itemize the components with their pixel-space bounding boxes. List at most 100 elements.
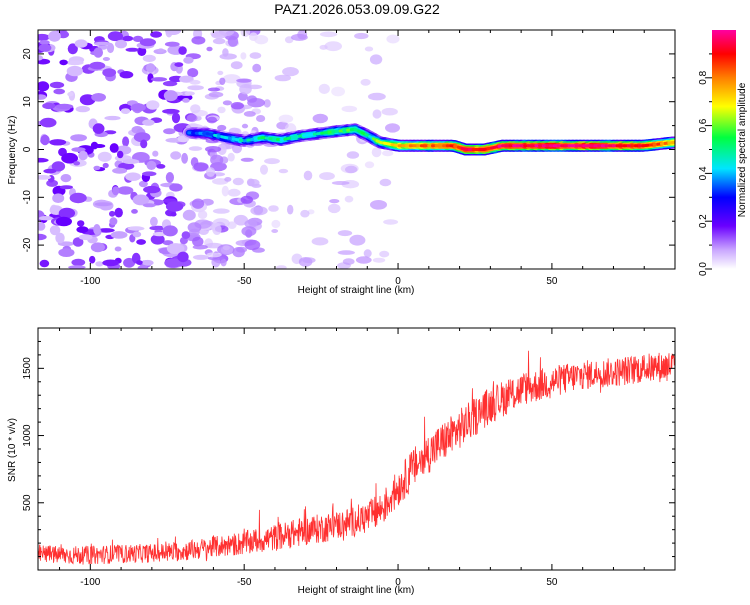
- noise-blob: [76, 226, 88, 233]
- noise-blob: [147, 161, 157, 170]
- noise-blob: [185, 91, 195, 95]
- noise-blob: [220, 53, 237, 59]
- noise-blob: [228, 36, 238, 47]
- figure-title: PAZ1.2026.053.09.09.G22: [274, 1, 440, 17]
- noise-blob: [177, 252, 188, 263]
- noise-blob: [89, 62, 105, 70]
- noise-blob: [174, 62, 183, 67]
- colorbar-tick-label: 0.8: [698, 70, 709, 84]
- noise-blob: [131, 209, 138, 214]
- noise-blob: [136, 239, 146, 245]
- noise-blob: [319, 84, 330, 94]
- noise-blob: [39, 44, 52, 52]
- noise-blob: [182, 231, 191, 239]
- noise-blob: [55, 233, 64, 244]
- noise-blob: [34, 175, 51, 180]
- noise-blob: [256, 115, 265, 122]
- spectrogram-xtick-label: -100: [80, 276, 100, 287]
- noise-blob: [109, 211, 115, 217]
- noise-blob: [60, 185, 73, 189]
- noise-blob: [213, 38, 226, 44]
- snr-xtick-label: -100: [80, 577, 100, 588]
- noise-blob: [385, 123, 400, 132]
- noise-blob: [231, 102, 244, 109]
- noise-blob: [164, 90, 178, 101]
- noise-blob: [338, 250, 355, 255]
- colorbar: 0.00.20.40.60.8 Normalized spectral ampl…: [698, 30, 748, 276]
- noise-blob: [115, 40, 127, 49]
- noise-blob: [122, 159, 139, 164]
- noise-blob: [131, 103, 146, 111]
- noise-blob: [250, 206, 267, 215]
- snr-xlabel: Height of straight line (km): [298, 585, 415, 596]
- noise-blob: [365, 161, 374, 168]
- noise-blob: [279, 115, 294, 123]
- noise-blob: [302, 257, 315, 263]
- noise-blob: [260, 165, 268, 175]
- noise-blob: [181, 153, 188, 164]
- noise-blob: [241, 196, 253, 204]
- noise-blob: [32, 234, 47, 240]
- noise-blob: [117, 151, 123, 159]
- noise-blob: [112, 168, 127, 174]
- noise-blob: [71, 259, 85, 266]
- noise-blob: [345, 196, 354, 203]
- noise-blob: [59, 208, 75, 219]
- noise-blob: [244, 111, 256, 117]
- colorbar-tick-label: 0.6: [698, 118, 709, 132]
- noise-blob: [383, 219, 398, 224]
- noise-blob: [142, 171, 156, 176]
- noise-blob: [166, 201, 183, 211]
- noise-blob: [75, 39, 88, 47]
- spectrogram-ytick-label: -10: [22, 190, 33, 205]
- noise-blob: [136, 260, 143, 265]
- colorbar-ticks: 0.00.20.40.60.8: [698, 54, 712, 276]
- noise-blob: [140, 140, 147, 149]
- colorbar-tick-label: 0.0: [698, 262, 709, 276]
- noise-blob: [40, 260, 50, 267]
- noise-blob: [42, 103, 55, 109]
- noise-blob: [320, 32, 337, 38]
- noise-blob: [189, 146, 202, 151]
- noise-blob: [249, 32, 258, 41]
- noise-blob: [192, 199, 204, 209]
- noise-blob: [36, 222, 45, 231]
- noise-blob: [208, 88, 220, 92]
- noise-blob: [95, 202, 112, 206]
- snr-xtick-label: 50: [546, 577, 558, 588]
- noise-blob: [115, 247, 122, 252]
- spectrogram-xtick-label: 50: [546, 276, 558, 287]
- noise-blob: [190, 104, 200, 113]
- noise-blob: [206, 47, 212, 52]
- noise-blob: [117, 186, 133, 194]
- noise-blob: [338, 230, 352, 236]
- noise-blob: [70, 193, 87, 203]
- noise-blob: [43, 169, 56, 174]
- noise-blob: [231, 61, 243, 69]
- noise-blob: [93, 47, 103, 57]
- noise-blob: [58, 248, 74, 257]
- noise-blob: [373, 109, 382, 118]
- noise-blob: [233, 178, 244, 186]
- noise-blob: [151, 77, 167, 81]
- noise-blob: [93, 224, 100, 235]
- noise-blob: [361, 79, 371, 86]
- noise-blob: [103, 163, 109, 168]
- noise-blob: [143, 55, 156, 62]
- snr-xtick-label: -50: [237, 577, 252, 588]
- snr-ylabel: SNR (10 * v/v): [7, 418, 18, 482]
- noise-blob: [219, 78, 225, 85]
- noise-blob: [250, 52, 262, 59]
- noise-blob: [183, 210, 196, 221]
- noise-blob: [39, 216, 53, 220]
- noise-blob: [205, 146, 221, 152]
- noise-blob: [300, 210, 309, 218]
- noise-blob: [382, 150, 393, 156]
- noise-blob: [104, 116, 120, 120]
- noise-blob: [78, 151, 88, 160]
- noise-blob: [157, 48, 164, 52]
- colorbar-gradient: [712, 30, 736, 269]
